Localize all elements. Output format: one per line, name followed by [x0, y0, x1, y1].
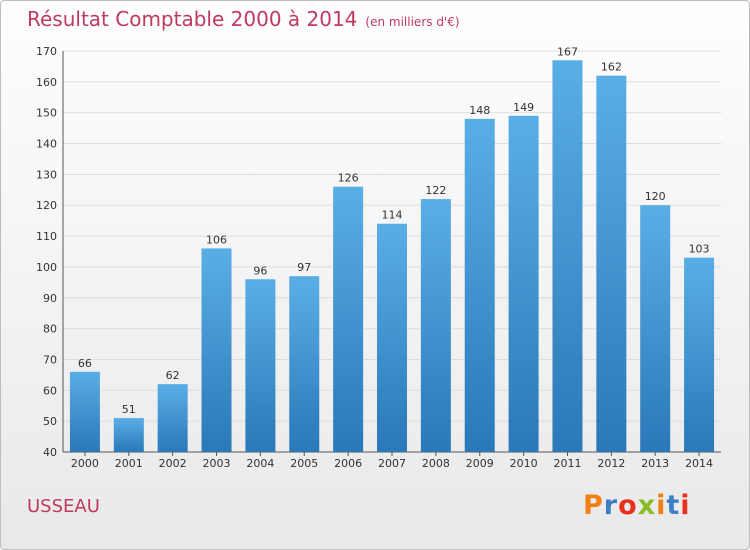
y-tick-label: 80	[43, 323, 57, 336]
value-label-2012: 162	[601, 61, 622, 74]
logo-letter: P	[583, 490, 604, 521]
value-label-2010: 149	[513, 101, 534, 114]
value-label-2003: 106	[206, 233, 227, 246]
value-label-2014: 103	[689, 243, 710, 256]
bar-2010	[508, 115, 539, 453]
x-tick-label-2004: 2004	[246, 457, 274, 470]
y-tick-label: 50	[43, 415, 57, 428]
value-label-2004: 96	[253, 264, 267, 277]
commune-name: USSEAU	[27, 496, 100, 517]
x-tick-label-2009: 2009	[466, 457, 494, 470]
x-tick-label-2008: 2008	[422, 457, 450, 470]
bar-2013	[640, 205, 671, 452]
value-label-2005: 97	[297, 261, 311, 274]
bar-2008	[420, 199, 451, 452]
x-tick-label-2001: 2001	[115, 457, 143, 470]
x-tick-label-2006: 2006	[334, 457, 362, 470]
y-tick-label: 170	[36, 45, 57, 58]
logo-letter: i	[656, 490, 667, 521]
proxiti-logo: Proxiti	[583, 490, 691, 521]
y-tick-label: 140	[36, 138, 57, 151]
value-label-2000: 66	[78, 357, 92, 370]
bar-2000	[69, 371, 100, 452]
x-tick-label-2014: 2014	[685, 457, 713, 470]
y-tick-label: 130	[36, 168, 57, 181]
bar-2004	[245, 279, 276, 452]
bar-2006	[333, 186, 364, 452]
y-tick-label: 110	[36, 230, 57, 243]
y-tick-labels: 40 50 60 70 80 90 100 110 120 130 140 150 160 170	[36, 45, 57, 459]
value-label-2013: 120	[645, 190, 666, 203]
logo-letter: i	[680, 490, 691, 521]
logo-letter: x	[637, 490, 657, 521]
x-tick-label-2012: 2012	[597, 457, 625, 470]
value-label-2007: 114	[382, 209, 403, 222]
bar-2002	[157, 384, 188, 452]
x-tick-label-2007: 2007	[378, 457, 406, 470]
y-tick-label: 40	[43, 446, 57, 459]
y-tick-label: 160	[36, 76, 57, 89]
bar-2014	[684, 257, 715, 452]
value-label-2006: 126	[338, 172, 359, 185]
y-tick-label: 70	[43, 353, 57, 366]
chart-title-text: Résultat Comptable 2000 à 2014	[27, 7, 358, 31]
bar-2011	[552, 60, 583, 452]
value-label-2009: 148	[469, 104, 490, 117]
value-label-2008: 122	[425, 184, 446, 197]
bar-2012	[596, 75, 627, 452]
bar-2007	[377, 223, 407, 452]
x-tick-label-2011: 2011	[553, 457, 581, 470]
y-tick-label: 100	[36, 261, 57, 274]
bar-2009	[464, 118, 495, 452]
value-label-2001: 51	[122, 403, 136, 416]
chart-unit: (en milliers d'€)	[365, 15, 460, 29]
x-tick-label-2013: 2013	[641, 457, 669, 470]
value-label-2011: 167	[557, 45, 578, 58]
bar-2003	[201, 248, 232, 452]
logo-letter: t	[666, 490, 681, 521]
bar-2005	[289, 276, 320, 452]
logo-letter: r	[603, 490, 619, 521]
logo-letter: o	[618, 490, 638, 521]
x-tick-label-2002: 2002	[159, 457, 187, 470]
bar-2001	[113, 418, 144, 452]
x-tick-label-2003: 2003	[203, 457, 231, 470]
x-tick-label-2000: 2000	[71, 457, 99, 470]
bars	[69, 60, 715, 453]
value-label-2002: 62	[166, 369, 180, 382]
chart-title: Résultat Comptable 2000 à 2014 (en millie…	[27, 7, 460, 31]
x-tick-labels: 2000 2001 2002 2003 2004 2005 2006 2007 2008 2009…	[71, 452, 713, 470]
y-tick-label: 120	[36, 199, 57, 212]
x-tick-label-2010: 2010	[510, 457, 538, 470]
y-tick-label: 150	[36, 107, 57, 120]
y-tick-label: 60	[43, 384, 57, 397]
y-tick-label: 90	[43, 292, 57, 305]
value-labels: 66 51 62 106 96 97 126 114 122 148 149 167 162 120 103	[78, 45, 710, 416]
x-tick-label-2005: 2005	[290, 457, 318, 470]
